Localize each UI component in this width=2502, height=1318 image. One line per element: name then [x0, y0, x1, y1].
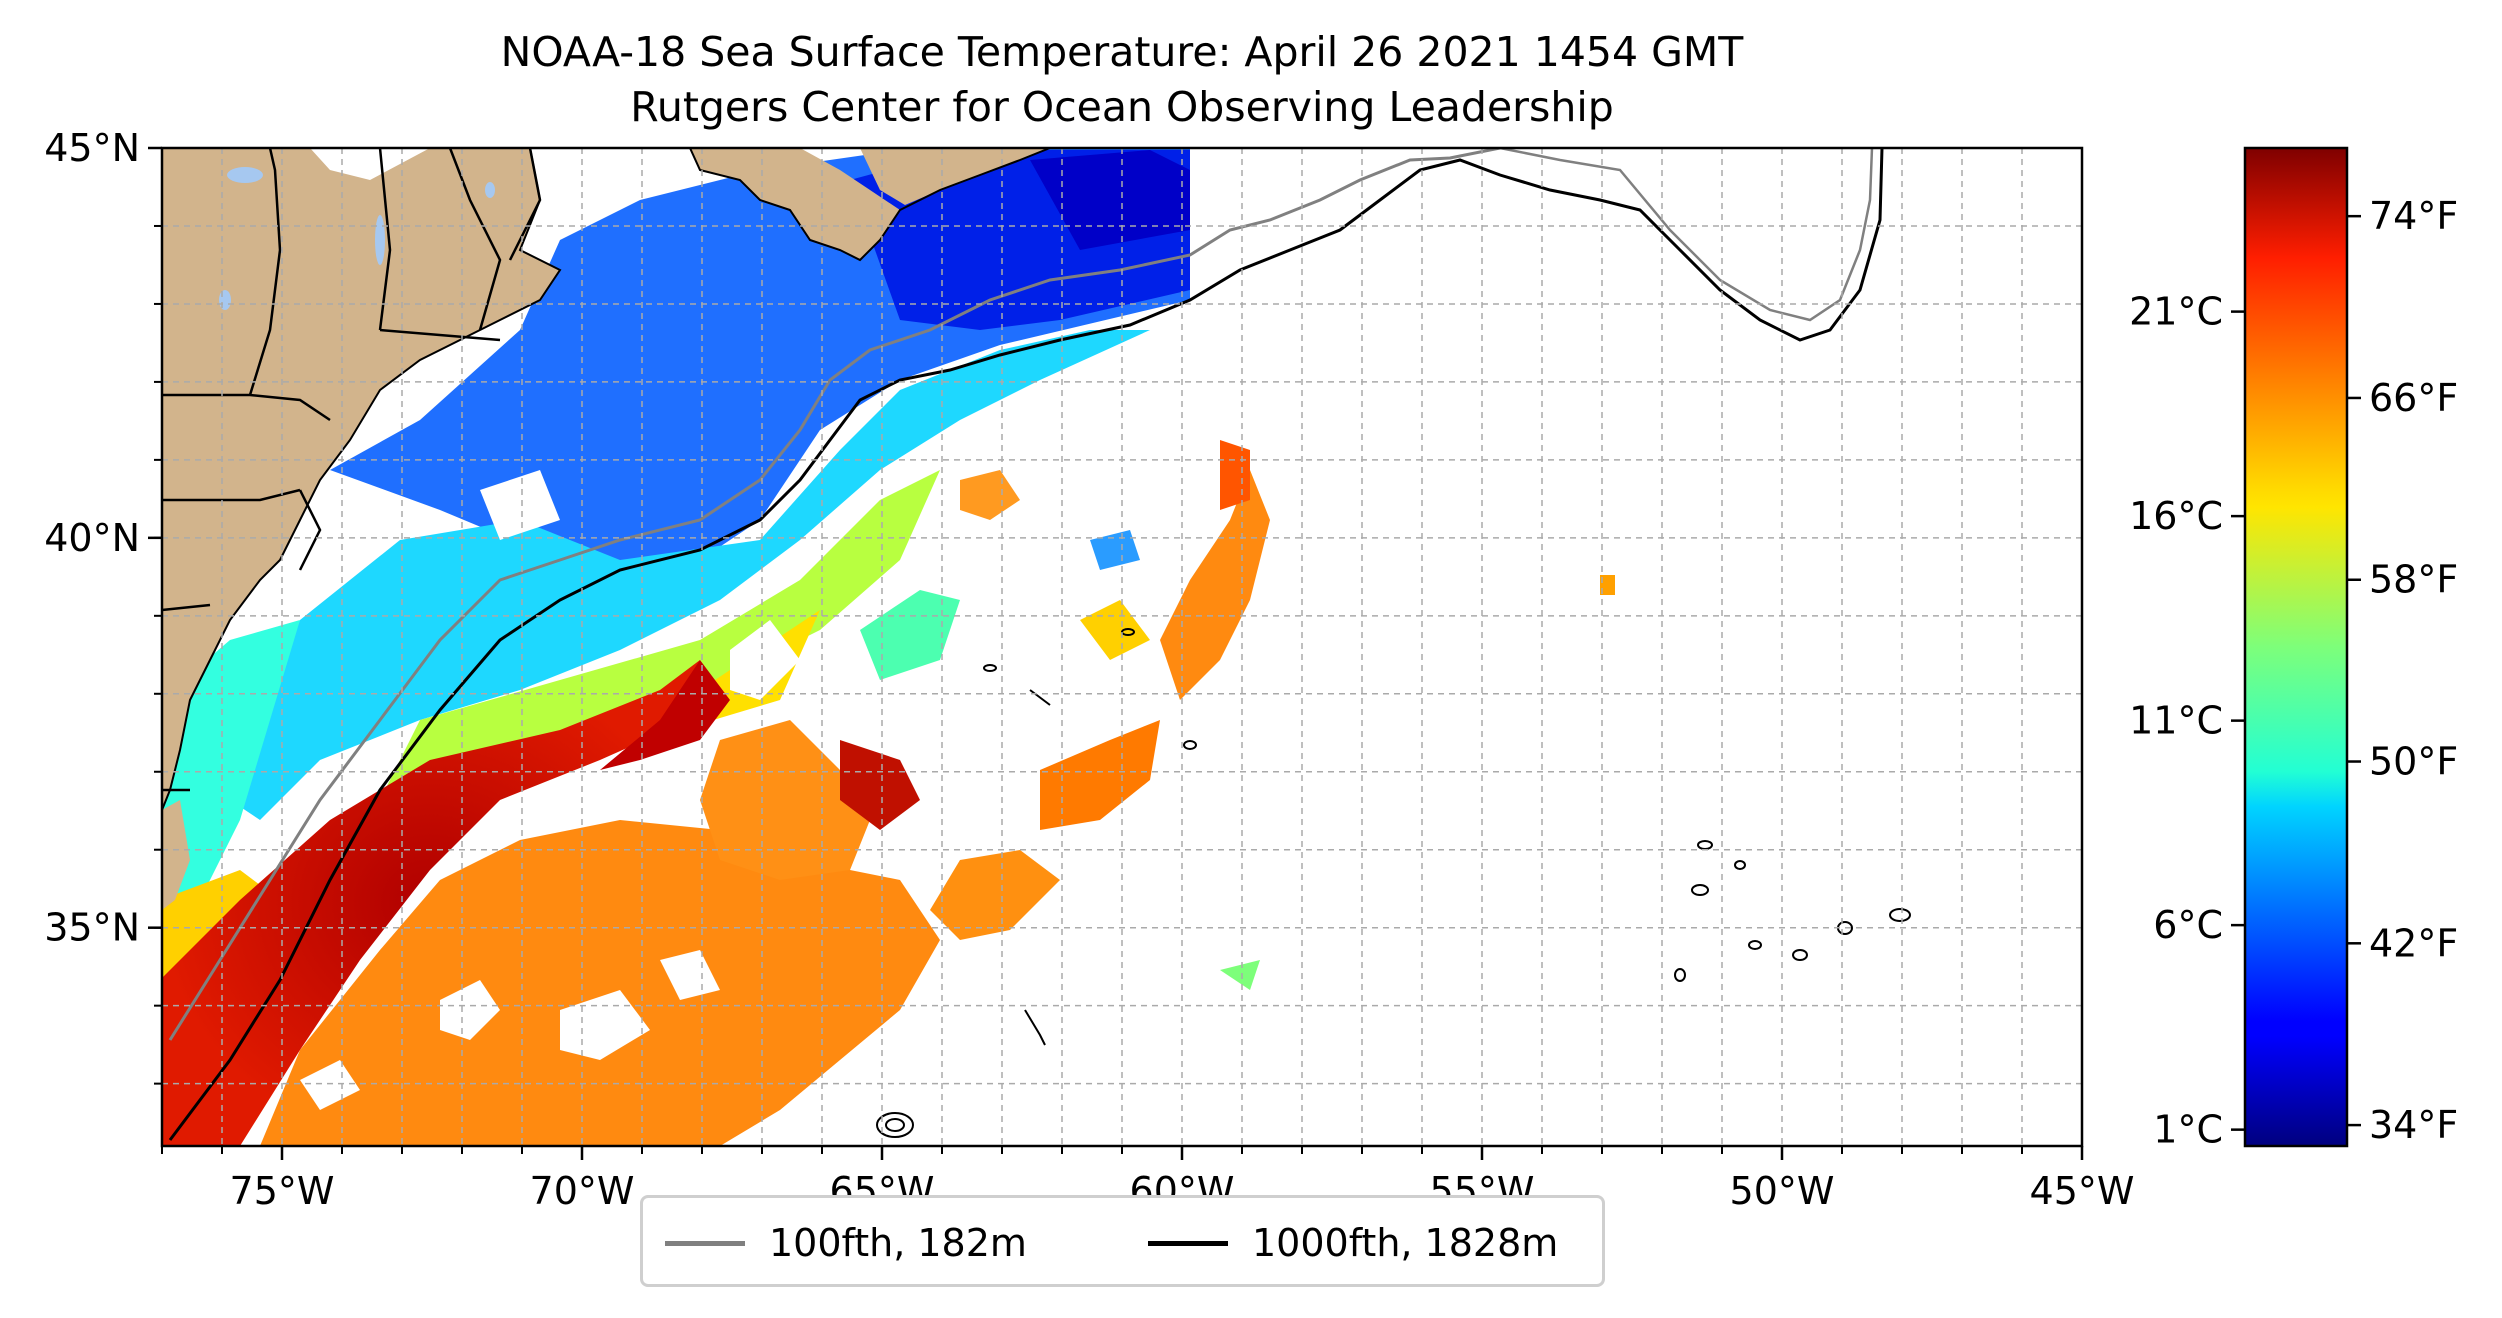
lat-tick-label: 45°N [44, 126, 140, 170]
map-title: NOAA-18 Sea Surface Temperature: April 2… [500, 28, 1744, 76]
celsius-tick-label: 1°C [2153, 1108, 2223, 1152]
colorbar: 1°C 6°C 11°C 16°C 21°C 34°F 42°F 50°F 58°F 66°F 7… [2129, 146, 2458, 1152]
legend-line-100fth [665, 1240, 745, 1246]
fahrenheit-tick-label: 50°F [2369, 740, 2458, 784]
lon-tick-label: 45°W [2030, 1169, 2135, 1213]
fahrenheit-tick-label: 66°F [2369, 376, 2458, 420]
map-panel [162, 148, 2082, 1146]
colorbar-celsius-axis: 1°C 6°C 11°C 16°C 21°C [2129, 290, 2245, 1152]
fahrenheit-tick-label: 34°F [2369, 1103, 2458, 1147]
sst-field [162, 148, 1615, 1146]
celsius-tick-label: 6°C [2153, 903, 2223, 947]
isobath-100fth [168, 148, 1501, 1041]
lon-tick-label: 75°W [230, 1169, 335, 1213]
colorbar-gradient [2243, 146, 2349, 1148]
lon-tick-label: 50°W [1730, 1169, 1835, 1213]
legend-item-1000fth: 1000fth, 1828m [1148, 1218, 1558, 1268]
lon-tick-label: 70°W [530, 1169, 635, 1213]
gridlines [162, 148, 2082, 1146]
fahrenheit-tick-label: 58°F [2369, 558, 2458, 602]
coastlines [162, 148, 1051, 811]
legend-item-100fth: 100fth, 182m [665, 1218, 1027, 1268]
map-subtitle: Rutgers Center for Ocean Observing Leade… [630, 83, 1614, 131]
fahrenheit-tick-label: 74°F [2369, 194, 2458, 238]
colorbar-fahrenheit-axis: 34°F 42°F 50°F 58°F 66°F 74°F [2347, 194, 2458, 1147]
celsius-tick-label: 11°C [2129, 699, 2223, 743]
fahrenheit-tick-label: 42°F [2369, 921, 2458, 965]
isobath-1000fth [168, 148, 1884, 1141]
legend: 100fth, 182m 1000fth, 1828m [640, 1195, 1605, 1287]
celsius-tick-label: 21°C [2129, 290, 2223, 334]
seamounts [876, 628, 1911, 1138]
latitude-axis: 35°N 40°N 45°N [44, 126, 162, 950]
lakes [219, 167, 495, 310]
celsius-tick-label: 16°C [2129, 494, 2223, 538]
legend-line-1000fth [1148, 1240, 1228, 1246]
legend-label-100fth: 100fth, 182m [769, 1221, 1027, 1265]
isobath-100fth-east [1499, 148, 1874, 322]
lat-tick-label: 35°N [44, 906, 140, 950]
lat-tick-label: 40°N [44, 516, 140, 560]
minor-ticks [154, 147, 2083, 1154]
legend-label-1000fth: 1000fth, 1828m [1252, 1221, 1559, 1265]
